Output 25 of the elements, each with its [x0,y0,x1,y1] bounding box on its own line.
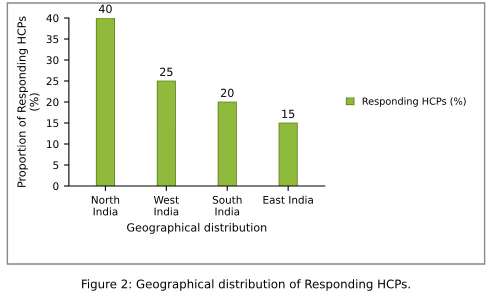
bar [156,80,176,186]
bar [96,18,115,186]
bar [218,102,237,186]
y-axis-title: Proportion of Responding HCPs (%) [17,16,40,187]
y-tick-label: 5 [53,161,58,170]
y-tick-label: 25 [46,77,58,86]
y-tick-label: 20 [46,98,58,106]
legend-label: Responding HCPs (%) [362,97,466,107]
y-tick-label: 10 [47,140,58,148]
y-tick-label: 35 [46,35,58,44]
caption: Figure 2: Geographical distribution of Responding HCPs. [82,279,410,291]
y-tick-label: 30 [46,56,58,64]
x-axis-title: Geographical distribution [127,223,266,234]
y-tick-label: 15 [47,119,58,128]
x-tick-label: North India [92,196,120,216]
data-label: 25 [160,68,172,76]
data-label: 40 [98,4,112,14]
data-label: 20 [221,88,234,98]
x-tick-label: East India [264,196,313,204]
data-label: 15 [282,110,294,118]
y-tick-label: 40 [46,14,58,22]
x-tick-label: West India [154,196,179,216]
y-tick-label: 0 [53,182,58,190]
x-tick-label: South India [212,196,242,216]
bar [278,122,298,186]
